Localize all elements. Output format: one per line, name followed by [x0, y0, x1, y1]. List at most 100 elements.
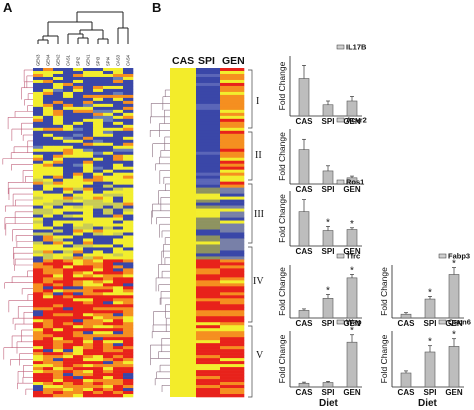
heatmap-a-cell [43, 295, 54, 299]
heatmap-a-cell [93, 307, 104, 311]
heatmap-a-cell [73, 121, 84, 126]
heatmap-a-column-label: SPI2 [76, 56, 81, 66]
heatmap-a-cell [113, 154, 124, 159]
heatmap-a-cell [123, 127, 134, 132]
heatmap-a-cell [93, 385, 104, 389]
heatmap-a-cell [113, 118, 124, 123]
heatmap-a-cell [83, 109, 94, 114]
heatmap-b-cell [196, 331, 221, 335]
heatmap-a-cell [83, 133, 94, 138]
heatmap-a-cell [73, 187, 84, 191]
heatmap-a-cell [43, 82, 54, 87]
heatmap-a-cell [123, 163, 134, 167]
heatmap-a-cell [113, 175, 124, 179]
heatmap-b-cell [220, 166, 245, 170]
heatmap-a-cell [73, 163, 84, 167]
heatmap-b-cell [196, 382, 221, 386]
heatmap-b-cell [220, 241, 245, 245]
heatmap-b-cell [220, 250, 245, 254]
heatmap-a-cell [83, 82, 94, 87]
group-bracket [248, 69, 253, 129]
heatmap-b-cell [196, 283, 221, 287]
heatmap-a-cell [73, 154, 84, 159]
heatmap-a-cell [53, 262, 64, 266]
heatmap-a-cell [33, 376, 44, 380]
heatmap-a-cell [103, 364, 114, 368]
heatmap-b-cell [196, 202, 221, 206]
heatmap-a-cell [83, 73, 94, 78]
heatmap-b-cell [196, 85, 221, 90]
heatmap-a-cell [103, 85, 114, 90]
heatmap-a-cell [103, 304, 114, 308]
heatmap-a-cell [83, 388, 94, 392]
heatmap-a-cell [123, 301, 134, 305]
heatmap-a-cell [43, 274, 54, 278]
heatmap-a-cell [33, 388, 44, 392]
heatmap-a-cell [113, 100, 124, 105]
heatmap-a-cell [83, 68, 94, 72]
heatmap-a-cell [103, 259, 114, 263]
heatmap-a-cell [113, 166, 124, 170]
heatmap-a-cell [83, 223, 94, 227]
heatmap-a-cell [43, 301, 54, 305]
heatmap-a-cell [103, 373, 114, 377]
category-label: GEN [343, 185, 361, 194]
heatmap-a-cell [83, 238, 94, 242]
heatmap-a-cell [103, 217, 114, 221]
bar [346, 229, 358, 247]
heatmap-a-cell [113, 127, 124, 132]
heatmap-a-cell [83, 208, 94, 212]
heatmap-a-cell [63, 271, 74, 275]
heatmap-a-cell [113, 112, 124, 117]
heatmap-a-cell [63, 187, 74, 191]
heatmap-a-cell [83, 325, 94, 329]
heatmap-a-cell [73, 361, 84, 365]
heatmap-a-cell [123, 289, 134, 293]
heatmap-a-cell [53, 121, 64, 126]
heatmap-a-cell [83, 193, 94, 197]
heatmap-a-cell [103, 322, 114, 326]
heatmap-a-cell [123, 265, 134, 269]
category-label: CAS [296, 247, 314, 256]
heatmap-a-cell [43, 256, 54, 260]
heatmap-a-cell [53, 115, 64, 120]
heatmap-a-cell [53, 124, 64, 129]
heatmap-a-cell [113, 172, 124, 176]
heatmap-b-cell [220, 124, 245, 129]
heatmap-a-cell [53, 163, 64, 167]
bar [400, 372, 412, 388]
heatmap-a-cell [33, 253, 44, 257]
heatmap-a-cell [123, 157, 134, 162]
heatmap-a-cell [53, 256, 64, 260]
heatmap-b-cell [196, 70, 221, 75]
heatmap-a-cell [93, 148, 104, 153]
heatmap-a-cell [63, 250, 74, 254]
heatmap-a-cell [103, 316, 114, 320]
heatmap-b-cell [220, 178, 245, 182]
heatmap-a-cell [123, 283, 134, 287]
heatmap-a-cell [93, 376, 104, 380]
legend-swatch [336, 117, 345, 123]
heatmap-a-cell [43, 388, 54, 392]
heatmap-a-cell [53, 220, 64, 224]
heatmap-a-cell [113, 220, 124, 224]
heatmap-a-cell [93, 325, 104, 329]
bar-chart-fabp3: Fold Change Fabp3 CAS * SPI * GEN [379, 252, 470, 329]
heatmap-a-cell [53, 373, 64, 377]
heatmap-a-cell [43, 310, 54, 314]
heatmap-a-cell [63, 346, 74, 350]
heatmap-b-cell [220, 271, 245, 275]
heatmap-a-cell [43, 250, 54, 254]
heatmap-b-cell [196, 223, 221, 227]
heatmap-a-cell [73, 358, 84, 362]
heatmap-a-cell [53, 349, 64, 353]
heatmap-b-cell [196, 166, 221, 170]
heatmap-a-cell [33, 355, 44, 359]
heatmap-a-cell [33, 325, 44, 329]
heatmap-a-cell [123, 367, 134, 371]
heatmap-a-cell [33, 334, 44, 338]
heatmap-a-cell [63, 175, 74, 179]
heatmap-b-cell [220, 76, 245, 81]
heatmap-a-cell [103, 274, 114, 278]
